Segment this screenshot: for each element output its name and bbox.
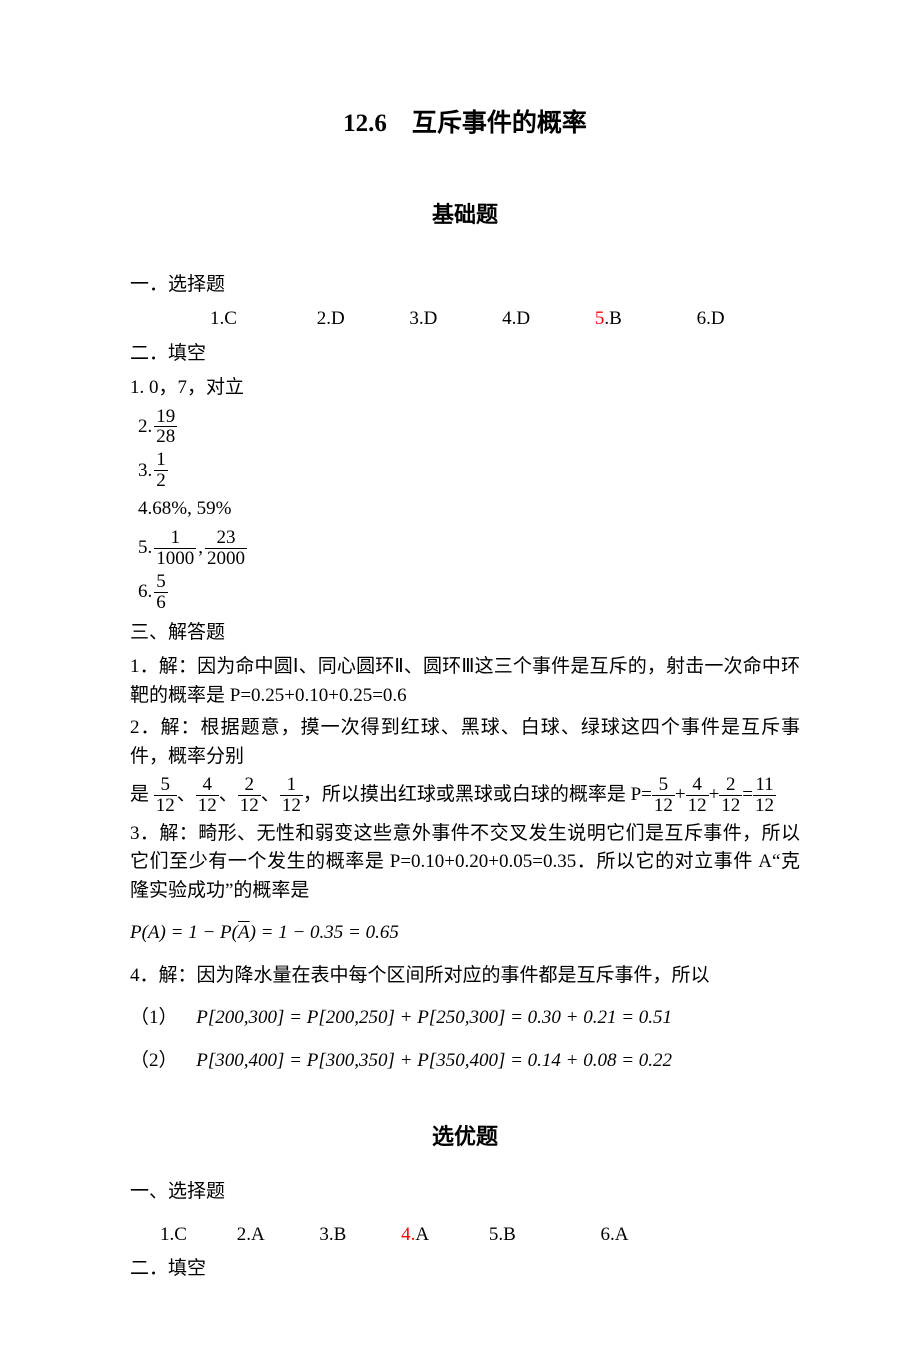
eq-post: ) = 1 − 0.35 = 0.65 xyxy=(250,922,399,943)
mc-item: 4.D xyxy=(502,305,530,334)
mc-item: 1.C xyxy=(210,305,237,334)
eq-4b: P[300,400] = P[300,350] + P[350,400] = 0… xyxy=(196,1050,672,1071)
s3-head: 三、解答题 xyxy=(130,619,800,648)
lead-2: （2） xyxy=(130,1050,178,1071)
mc-answers-row-2: 1.C 2.A 3.B 4.A 5.B 6.A xyxy=(130,1221,800,1250)
eq-4a: P[200,300] = P[200,250] + P[250,300] = 0… xyxy=(196,1007,672,1028)
mc-item: 6.A xyxy=(601,1221,629,1250)
mc-item: 5 .B xyxy=(595,305,622,334)
eq-bar: A xyxy=(238,922,250,943)
mc-item: 2.A xyxy=(237,1221,265,1250)
mc-item: 3.B xyxy=(319,1221,346,1250)
solve-1: 1．解：因为命中圆Ⅰ、同心圆环Ⅱ、圆环Ⅲ这三个事件是互斥的，射击一次命中环靶的概… xyxy=(130,653,800,710)
fill-1: 1. 0，7，对立 xyxy=(130,374,800,403)
mc-item: 1.C xyxy=(160,1221,187,1250)
fill-5: 5. 11000 , 232000 xyxy=(138,528,800,569)
page-title: 12.6 互斥事件的概率 xyxy=(130,105,800,143)
mc-answers-row: 1.C 2.D 3.D 4.D 5 .B 6.D xyxy=(130,305,800,334)
mc-item: 6.D xyxy=(697,305,725,334)
solve-3: 3．解：畸形、无性和弱变这些意外事件不交叉发生说明它们是互斥事件，所以它们至少有… xyxy=(130,820,800,906)
solve-2b: 是 512 、 412 、 212 、 112 ，所以摸出红球或黑球或白球的概率… xyxy=(130,775,800,816)
s2-head: 二．填空 xyxy=(130,340,800,369)
document-page: 12.6 互斥事件的概率 基础题 一．选择题 1.C 2.D 3.D 4.D 5… xyxy=(0,0,920,1350)
fill-3: 3. 12 xyxy=(138,450,800,491)
p2-s2-head: 二．填空 xyxy=(130,1255,800,1284)
fill-6: 6. 56 xyxy=(138,572,800,613)
mc-item: 3.D xyxy=(409,305,437,334)
lead-1: （1） xyxy=(130,1007,178,1028)
mc-item: 2.D xyxy=(317,305,345,334)
part1-heading: 基础题 xyxy=(130,198,800,231)
solve-4a: （1） P[200,300] = P[200,250] + P[250,300]… xyxy=(130,1004,800,1033)
mc-item: 4.A xyxy=(401,1221,429,1250)
part2-heading: 选优题 xyxy=(130,1120,800,1153)
s1-head: 一．选择题 xyxy=(130,271,800,300)
mc-item: 5.B xyxy=(489,1221,516,1250)
p2-s1-head: 一、选择题 xyxy=(130,1178,800,1207)
solve-4b: （2） P[300,400] = P[300,350] + P[350,400]… xyxy=(130,1047,800,1076)
solve-4: 4．解：因为降水量在表中每个区间所对应的事件都是互斥事件，所以 xyxy=(130,962,800,991)
solve-2a: 2．解：根据题意，摸一次得到红球、黑球、白球、绿球这四个事件是互斥事件，概率分别 xyxy=(130,714,800,771)
eq-pre: P(A) = 1 − P( xyxy=(130,922,238,943)
fill-4: 4.68%, 59% xyxy=(138,495,800,524)
solve-3-eq: P(A) = 1 − P(A) = 1 − 0.35 = 0.65 xyxy=(130,919,800,948)
fill-2: 2. 1928 xyxy=(138,407,800,448)
